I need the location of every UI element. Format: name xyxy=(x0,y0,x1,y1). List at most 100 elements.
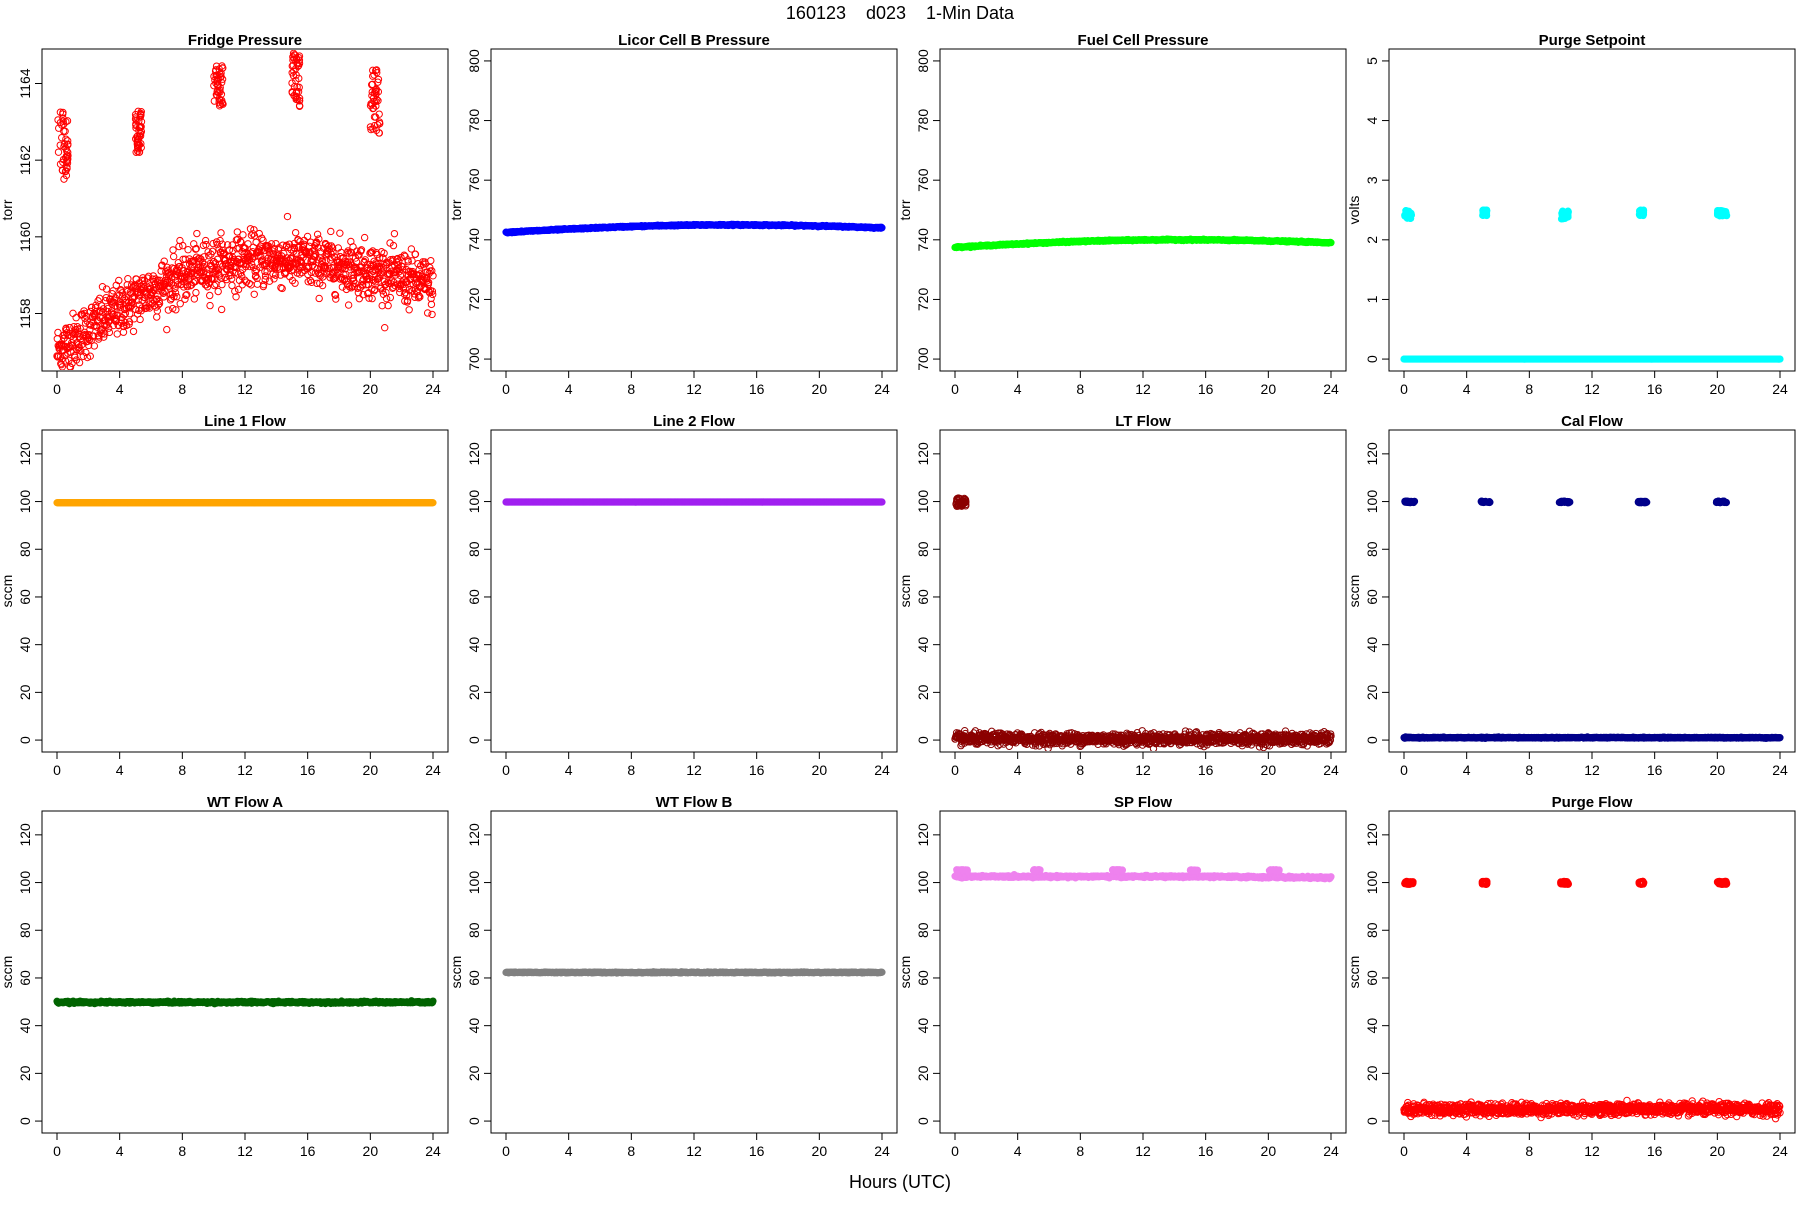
y-axis-label: torr xyxy=(897,199,913,220)
y-tick-label: 740 xyxy=(915,228,931,252)
x-tick-label: 24 xyxy=(1772,381,1788,397)
data-point xyxy=(1565,208,1571,214)
y-tick-label: 720 xyxy=(915,288,931,312)
x-tick-label: 24 xyxy=(425,381,441,397)
panel-title: Fridge Pressure xyxy=(188,32,302,49)
x-tick-label: 8 xyxy=(1076,381,1084,397)
x-tick-label: 16 xyxy=(1647,381,1663,397)
data-point xyxy=(165,307,171,313)
data-point xyxy=(385,302,391,308)
data-point xyxy=(59,134,65,140)
y-tick-label: 720 xyxy=(466,288,482,312)
y-tick-label: 700 xyxy=(466,347,482,371)
x-tick-label: 0 xyxy=(502,381,510,397)
x-tick-label: 8 xyxy=(178,762,186,778)
y-tick-label: 1164 xyxy=(17,68,33,98)
data-point xyxy=(55,149,61,155)
data-point xyxy=(114,331,120,337)
y-axis-label: volts xyxy=(1346,196,1362,225)
x-tick-label: 20 xyxy=(812,381,828,397)
y-tick-label: 760 xyxy=(915,168,931,192)
x-tick-label: 8 xyxy=(627,381,635,397)
data-point xyxy=(412,251,418,257)
panel-title: Licor Cell B Pressure xyxy=(618,32,770,49)
x-tick-label: 24 xyxy=(425,762,441,778)
y-tick-label: 3 xyxy=(1364,176,1380,184)
data-point xyxy=(154,314,160,320)
y-tick-label: 740 xyxy=(466,228,482,252)
x-tick-label: 4 xyxy=(565,381,573,397)
data-point xyxy=(130,328,136,334)
data-point xyxy=(382,324,388,330)
x-tick-label: 16 xyxy=(300,381,316,397)
y-tick-label: 2 xyxy=(1364,236,1380,244)
plot-frame xyxy=(940,49,1346,371)
plot-frame xyxy=(1389,49,1795,371)
data-point xyxy=(218,230,224,236)
y-tick-label: 120 xyxy=(17,442,33,466)
x-tick-label: 0 xyxy=(53,762,61,778)
x-tick-label: 12 xyxy=(1584,381,1600,397)
data-points xyxy=(952,236,1334,251)
data-point xyxy=(391,230,397,236)
y-tick-label: 800 xyxy=(466,49,482,73)
panel-title: Purge Setpoint xyxy=(1539,32,1646,49)
data-point xyxy=(356,295,362,301)
data-point xyxy=(1640,209,1646,215)
data-point xyxy=(328,228,334,234)
data-point xyxy=(193,289,199,295)
data-point xyxy=(292,229,298,235)
x-tick-label: 0 xyxy=(53,381,61,397)
y-tick-label: 780 xyxy=(915,109,931,133)
data-point xyxy=(424,310,430,316)
data-point xyxy=(1723,212,1729,218)
common-x-axis-label: Hours (UTC) xyxy=(849,1172,951,1192)
data-point xyxy=(429,311,435,317)
data-point xyxy=(170,253,176,259)
x-tick-label: 12 xyxy=(237,762,253,778)
x-tick-label: 8 xyxy=(178,381,186,397)
data-point xyxy=(65,376,71,382)
data-points xyxy=(503,221,885,236)
data-point xyxy=(240,232,246,238)
x-tick-label: 20 xyxy=(363,762,379,778)
y-axis-label: torr xyxy=(448,199,464,220)
data-point xyxy=(215,288,221,294)
x-tick-label: 16 xyxy=(300,762,316,778)
data-point xyxy=(170,247,176,253)
data-point xyxy=(387,294,393,300)
data-point xyxy=(194,230,200,236)
data-points xyxy=(1401,207,1783,362)
y-tick-label: 80 xyxy=(17,541,33,557)
y-tick-label: 1158 xyxy=(17,298,33,328)
data-point xyxy=(164,326,170,332)
data-point xyxy=(379,302,385,308)
x-tick-label: 12 xyxy=(1135,381,1151,397)
y-axis-label: sccm xyxy=(0,575,15,608)
y-tick-label: 40 xyxy=(17,637,33,653)
data-point xyxy=(218,306,224,312)
data-points xyxy=(54,500,436,506)
data-point xyxy=(1408,211,1414,217)
data-point xyxy=(350,244,356,250)
x-tick-label: 20 xyxy=(1261,381,1277,397)
figure-title: 160123 d023 1-Min Data xyxy=(786,3,1015,23)
data-point xyxy=(207,302,213,308)
x-tick-label: 20 xyxy=(363,381,379,397)
data-point xyxy=(70,310,76,316)
data-point xyxy=(248,282,254,288)
data-point xyxy=(1777,356,1783,362)
data-point xyxy=(430,500,436,506)
data-points xyxy=(54,50,436,382)
x-tick-label: 16 xyxy=(749,381,765,397)
data-point xyxy=(428,257,434,263)
data-point xyxy=(879,225,885,231)
plot-frame xyxy=(42,430,448,752)
